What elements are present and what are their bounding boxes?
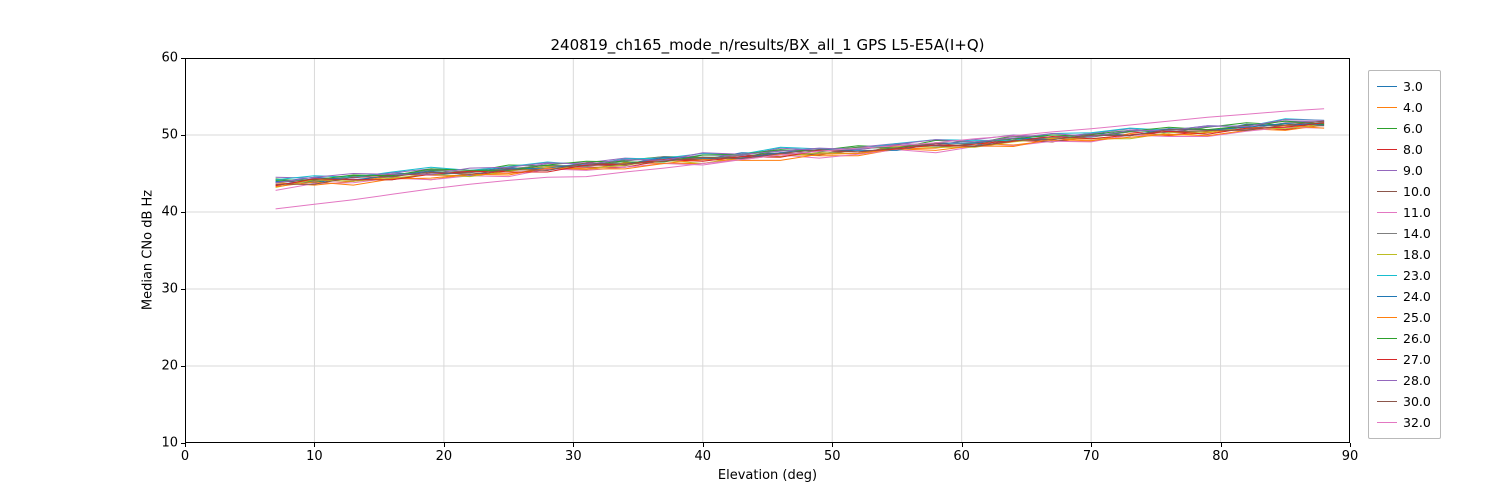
legend-label: 23.0 xyxy=(1403,268,1431,283)
y-tick-mark xyxy=(181,289,185,290)
x-tick-label: 20 xyxy=(435,449,453,464)
legend-swatch xyxy=(1377,317,1397,318)
y-axis-label: Median CNo dB Hz xyxy=(140,189,156,311)
legend-label: 28.0 xyxy=(1403,373,1431,388)
series-line-32.0 xyxy=(275,108,1325,210)
legend-swatch xyxy=(1377,275,1397,276)
series-line-28.0 xyxy=(275,119,1325,184)
legend-swatch xyxy=(1377,86,1397,87)
plot-area xyxy=(185,58,1350,443)
y-tick-label: 20 xyxy=(161,358,178,374)
legend-swatch xyxy=(1377,254,1397,255)
x-tick-mark xyxy=(185,443,186,447)
x-tick-label: 0 xyxy=(180,449,190,464)
legend-item-4.0: 4.0 xyxy=(1377,97,1431,118)
legend-label: 4.0 xyxy=(1403,100,1423,115)
legend-label: 3.0 xyxy=(1403,79,1423,94)
x-tick-mark xyxy=(443,443,445,447)
y-tick-mark xyxy=(181,135,185,136)
legend: 3.0 4.0 6.0 8.0 9.0 10.0 11.0 14.0 18.0 23.0 24.0 2… xyxy=(1368,70,1441,439)
legend-label: 6.0 xyxy=(1403,121,1423,136)
y-tick-mark xyxy=(181,443,185,444)
legend-label: 9.0 xyxy=(1403,163,1423,178)
y-tick-label: 10 xyxy=(161,435,178,451)
legend-item-32.0: 32.0 xyxy=(1377,412,1431,433)
legend-item-11.0: 11.0 xyxy=(1377,202,1431,223)
legend-item-9.0: 9.0 xyxy=(1377,160,1431,181)
y-tick-label: 30 xyxy=(161,281,178,297)
legend-swatch xyxy=(1377,170,1397,171)
legend-item-3.0: 3.0 xyxy=(1377,76,1431,97)
legend-swatch xyxy=(1377,338,1397,339)
legend-label: 10.0 xyxy=(1403,184,1431,199)
x-tick-label: 90 xyxy=(1341,449,1359,464)
x-tick-label: 70 xyxy=(1082,449,1100,464)
x-tick-mark xyxy=(961,443,963,447)
legend-swatch xyxy=(1377,422,1397,423)
x-tick-label: 30 xyxy=(565,449,582,464)
legend-item-8.0: 8.0 xyxy=(1377,139,1431,160)
legend-item-24.0: 24.0 xyxy=(1377,286,1431,307)
x-axis-label: Elevation (deg) xyxy=(717,468,818,483)
series-line-30.0 xyxy=(275,120,1325,185)
legend-item-28.0: 28.0 xyxy=(1377,370,1431,391)
plot-area-wrap xyxy=(185,58,1350,443)
legend-item-6.0: 6.0 xyxy=(1377,118,1431,139)
legend-swatch xyxy=(1377,191,1397,192)
legend-label: 30.0 xyxy=(1403,394,1431,409)
x-tick-mark xyxy=(1091,443,1093,447)
y-tick-label: 60 xyxy=(161,50,178,66)
x-tick-mark xyxy=(1220,443,1222,447)
legend-label: 27.0 xyxy=(1403,352,1431,367)
legend-label: 14.0 xyxy=(1403,226,1431,241)
legend-item-27.0: 27.0 xyxy=(1377,349,1431,370)
x-tick-label: 10 xyxy=(306,449,323,464)
legend-swatch xyxy=(1377,233,1397,234)
y-tick-label: 40 xyxy=(161,204,178,220)
legend-swatch xyxy=(1377,296,1397,297)
legend-item-25.0: 25.0 xyxy=(1377,307,1431,328)
legend-swatch xyxy=(1377,380,1397,381)
plot-frame xyxy=(185,58,1350,443)
series-line-26.0 xyxy=(275,120,1325,181)
legend-swatch xyxy=(1377,212,1397,213)
y-tick-mark xyxy=(181,366,185,367)
legend-label: 26.0 xyxy=(1403,331,1431,346)
legend-label: 8.0 xyxy=(1403,142,1423,157)
legend-swatch xyxy=(1377,401,1397,402)
x-tick-label: 50 xyxy=(823,449,841,464)
legend-item-30.0: 30.0 xyxy=(1377,391,1431,412)
series-line-25.0 xyxy=(275,125,1325,188)
y-tick-mark xyxy=(181,58,185,59)
legend-item-10.0: 10.0 xyxy=(1377,181,1431,202)
x-tick-label: 40 xyxy=(694,449,712,464)
legend-item-26.0: 26.0 xyxy=(1377,328,1431,349)
x-tick-label: 60 xyxy=(953,449,970,464)
y-tick-label: 50 xyxy=(161,127,178,143)
x-tick-mark xyxy=(314,443,316,447)
legend-label: 24.0 xyxy=(1403,289,1431,304)
x-tick-mark xyxy=(573,443,575,447)
legend-swatch xyxy=(1377,128,1397,129)
x-tick-label: 80 xyxy=(1212,449,1229,464)
legend-swatch xyxy=(1377,107,1397,108)
legend-label: 11.0 xyxy=(1403,205,1431,220)
chart-title: 240819_ch165_mode_n/results/BX_all_1 GPS… xyxy=(550,36,985,54)
legend-item-18.0: 18.0 xyxy=(1377,244,1431,265)
legend-label: 18.0 xyxy=(1403,247,1431,262)
legend-swatch xyxy=(1377,149,1397,150)
x-tick-mark xyxy=(702,443,704,447)
x-tick-mark xyxy=(1350,443,1351,447)
legend-label: 25.0 xyxy=(1403,310,1431,325)
legend-swatch xyxy=(1377,359,1397,360)
legend-item-23.0: 23.0 xyxy=(1377,265,1431,286)
x-tick-mark xyxy=(832,443,834,447)
y-tick-mark xyxy=(181,212,185,213)
legend-item-14.0: 14.0 xyxy=(1377,223,1431,244)
legend-label: 32.0 xyxy=(1403,415,1431,430)
series-line-11.0 xyxy=(275,126,1325,191)
